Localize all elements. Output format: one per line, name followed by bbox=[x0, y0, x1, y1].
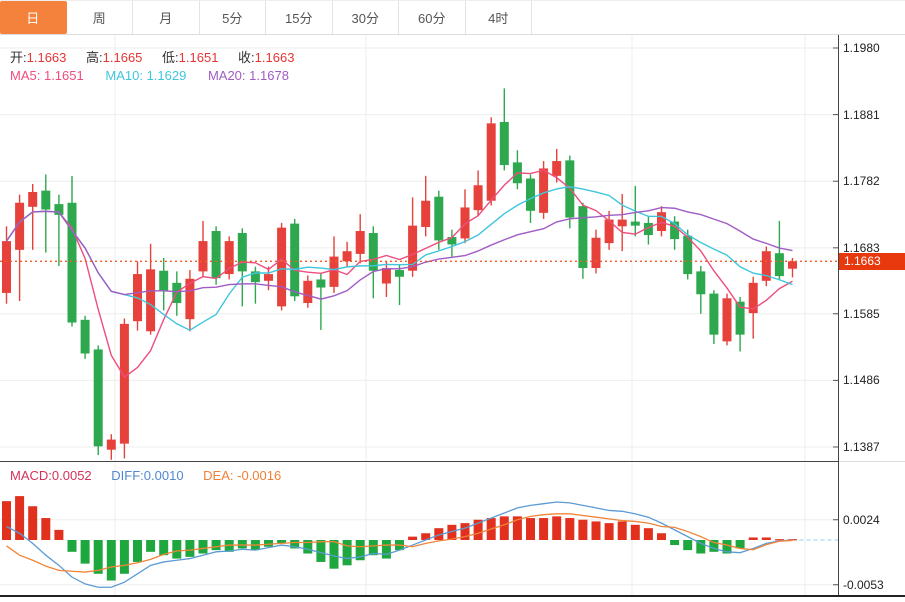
candlestick-chart[interactable]: 开:1.1663 高:1.1665 低:1.1651 收:1.1663 MA5:… bbox=[0, 35, 905, 461]
tab-timeframe-7[interactable]: 60分 bbox=[399, 1, 466, 34]
price-tick-label: 1.1486 bbox=[843, 373, 880, 388]
macd-histogram bbox=[2, 496, 797, 581]
diff-label: DIFF: bbox=[111, 468, 144, 483]
low-label: 低: bbox=[162, 50, 179, 65]
ma20-line bbox=[5, 206, 793, 300]
macd-readout: MACD:0.0052 DIFF:0.0010 DEA: -0.0016 bbox=[10, 468, 297, 483]
candlestick-canvas bbox=[0, 35, 839, 461]
high-label: 高: bbox=[86, 50, 103, 65]
high-value: 1.1665 bbox=[102, 50, 143, 65]
diff-line bbox=[6, 501, 793, 588]
open-label: 开: bbox=[10, 50, 27, 65]
ma10-line bbox=[5, 185, 793, 331]
current-price-tag: 1.1663 bbox=[839, 252, 905, 270]
ma10-label: MA10: bbox=[105, 68, 143, 83]
macd-value: 0.0052 bbox=[51, 468, 92, 483]
tab-timeframe-4[interactable]: 5分 bbox=[199, 1, 266, 34]
dea-label: DEA: bbox=[203, 468, 234, 483]
macd-tick-label: 0.0024 bbox=[843, 512, 880, 527]
timeframe-tabbar: 日周月 5分 15分 30分 60分 4时 bbox=[0, 0, 905, 35]
tab-timeframe-2[interactable]: 周 bbox=[66, 1, 133, 34]
price-tick-label: 1.1881 bbox=[843, 107, 880, 122]
macd-label: MACD: bbox=[10, 468, 52, 483]
price-tick-label: 1.1387 bbox=[843, 440, 880, 454]
low-value: 1.1651 bbox=[178, 50, 219, 65]
price-tick-label: 1.1980 bbox=[843, 41, 880, 55]
macd-tick-label: -0.0053 bbox=[843, 577, 884, 592]
dea-value: -0.0016 bbox=[237, 468, 282, 483]
price-tick-label: 1.1585 bbox=[843, 306, 880, 321]
ma5-value: 1.1651 bbox=[43, 68, 84, 83]
ma5-line bbox=[5, 169, 793, 379]
price-tick-label: 1.1782 bbox=[843, 174, 880, 189]
ma20-label: MA20: bbox=[207, 68, 246, 83]
macd-canvas bbox=[0, 461, 905, 597]
price-tick-label: 1.1683 bbox=[843, 240, 880, 255]
tab-timeframe-8[interactable]: 4时 bbox=[465, 1, 532, 34]
bottom-border bbox=[0, 595, 905, 597]
candles-group bbox=[2, 88, 797, 460]
tab-timeframe-6[interactable]: 30分 bbox=[332, 1, 399, 34]
diff-value: 0.0010 bbox=[143, 468, 184, 483]
macd-panel[interactable]: MACD:0.0052 DIFF:0.0010 DEA: -0.0016 0.0… bbox=[0, 461, 905, 602]
tab-timeframe-3[interactable]: 月 bbox=[133, 1, 200, 34]
close-value: 1.1663 bbox=[254, 50, 295, 65]
tab-timeframe-5[interactable]: 15分 bbox=[266, 1, 333, 34]
ma-readout: MA5: 1.1651 MA10: 1.1629 MA20: 1.1678 bbox=[10, 68, 307, 83]
ohlc-readout: 开:1.1663 高:1.1665 低:1.1651 收:1.1663 bbox=[10, 47, 310, 66]
dea-line bbox=[6, 513, 793, 573]
ma5-label: MA5: bbox=[10, 68, 41, 83]
ma20-value: 1.1678 bbox=[249, 68, 289, 83]
open-value: 1.1663 bbox=[26, 50, 67, 65]
close-label: 收: bbox=[238, 50, 255, 65]
ma10-value: 1.1629 bbox=[146, 68, 187, 83]
tab-timeframe-1[interactable]: 日 bbox=[0, 1, 67, 34]
